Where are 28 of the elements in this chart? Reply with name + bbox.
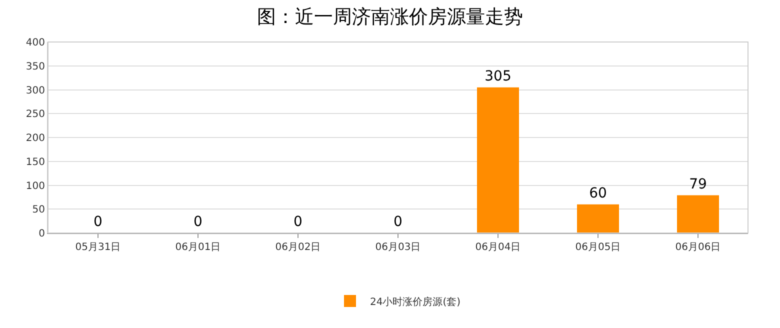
y-tick-label: 0 [38,228,45,240]
data-label: 0 [94,214,102,230]
y-tick-label: 300 [26,85,45,96]
data-label: 0 [294,214,302,230]
data-label: 305 [484,68,512,84]
y-tick-label: 350 [26,61,45,72]
data-label: 0 [394,214,402,230]
chart-title: 图：近一周济南涨价房源量走势 [257,6,523,28]
legend-label: 24小时涨价房源(套) [370,296,461,308]
x-tick-label: 06月03日 [375,242,421,253]
y-tick-label: 50 [32,204,45,216]
y-tick-label: 150 [26,156,45,168]
bar [477,87,519,233]
x-tick-label: 05月31日 [75,242,121,253]
y-tick-label: 100 [26,180,45,192]
bar [677,195,719,233]
y-tick-label: 400 [26,38,45,48]
data-label: 0 [194,214,202,230]
data-label: 60 [589,185,607,202]
x-tick-label: 06月02日 [275,242,321,253]
x-tick-label: 06月01日 [175,242,221,253]
bar [577,204,619,233]
y-tick-label: 200 [26,133,45,144]
x-tick-label: 06月06日 [675,242,721,253]
data-label: 79 [689,176,707,192]
x-tick-label: 06月05日 [575,242,621,253]
x-tick-label: 06月04日 [475,242,521,253]
y-tick-label: 250 [26,109,45,120]
